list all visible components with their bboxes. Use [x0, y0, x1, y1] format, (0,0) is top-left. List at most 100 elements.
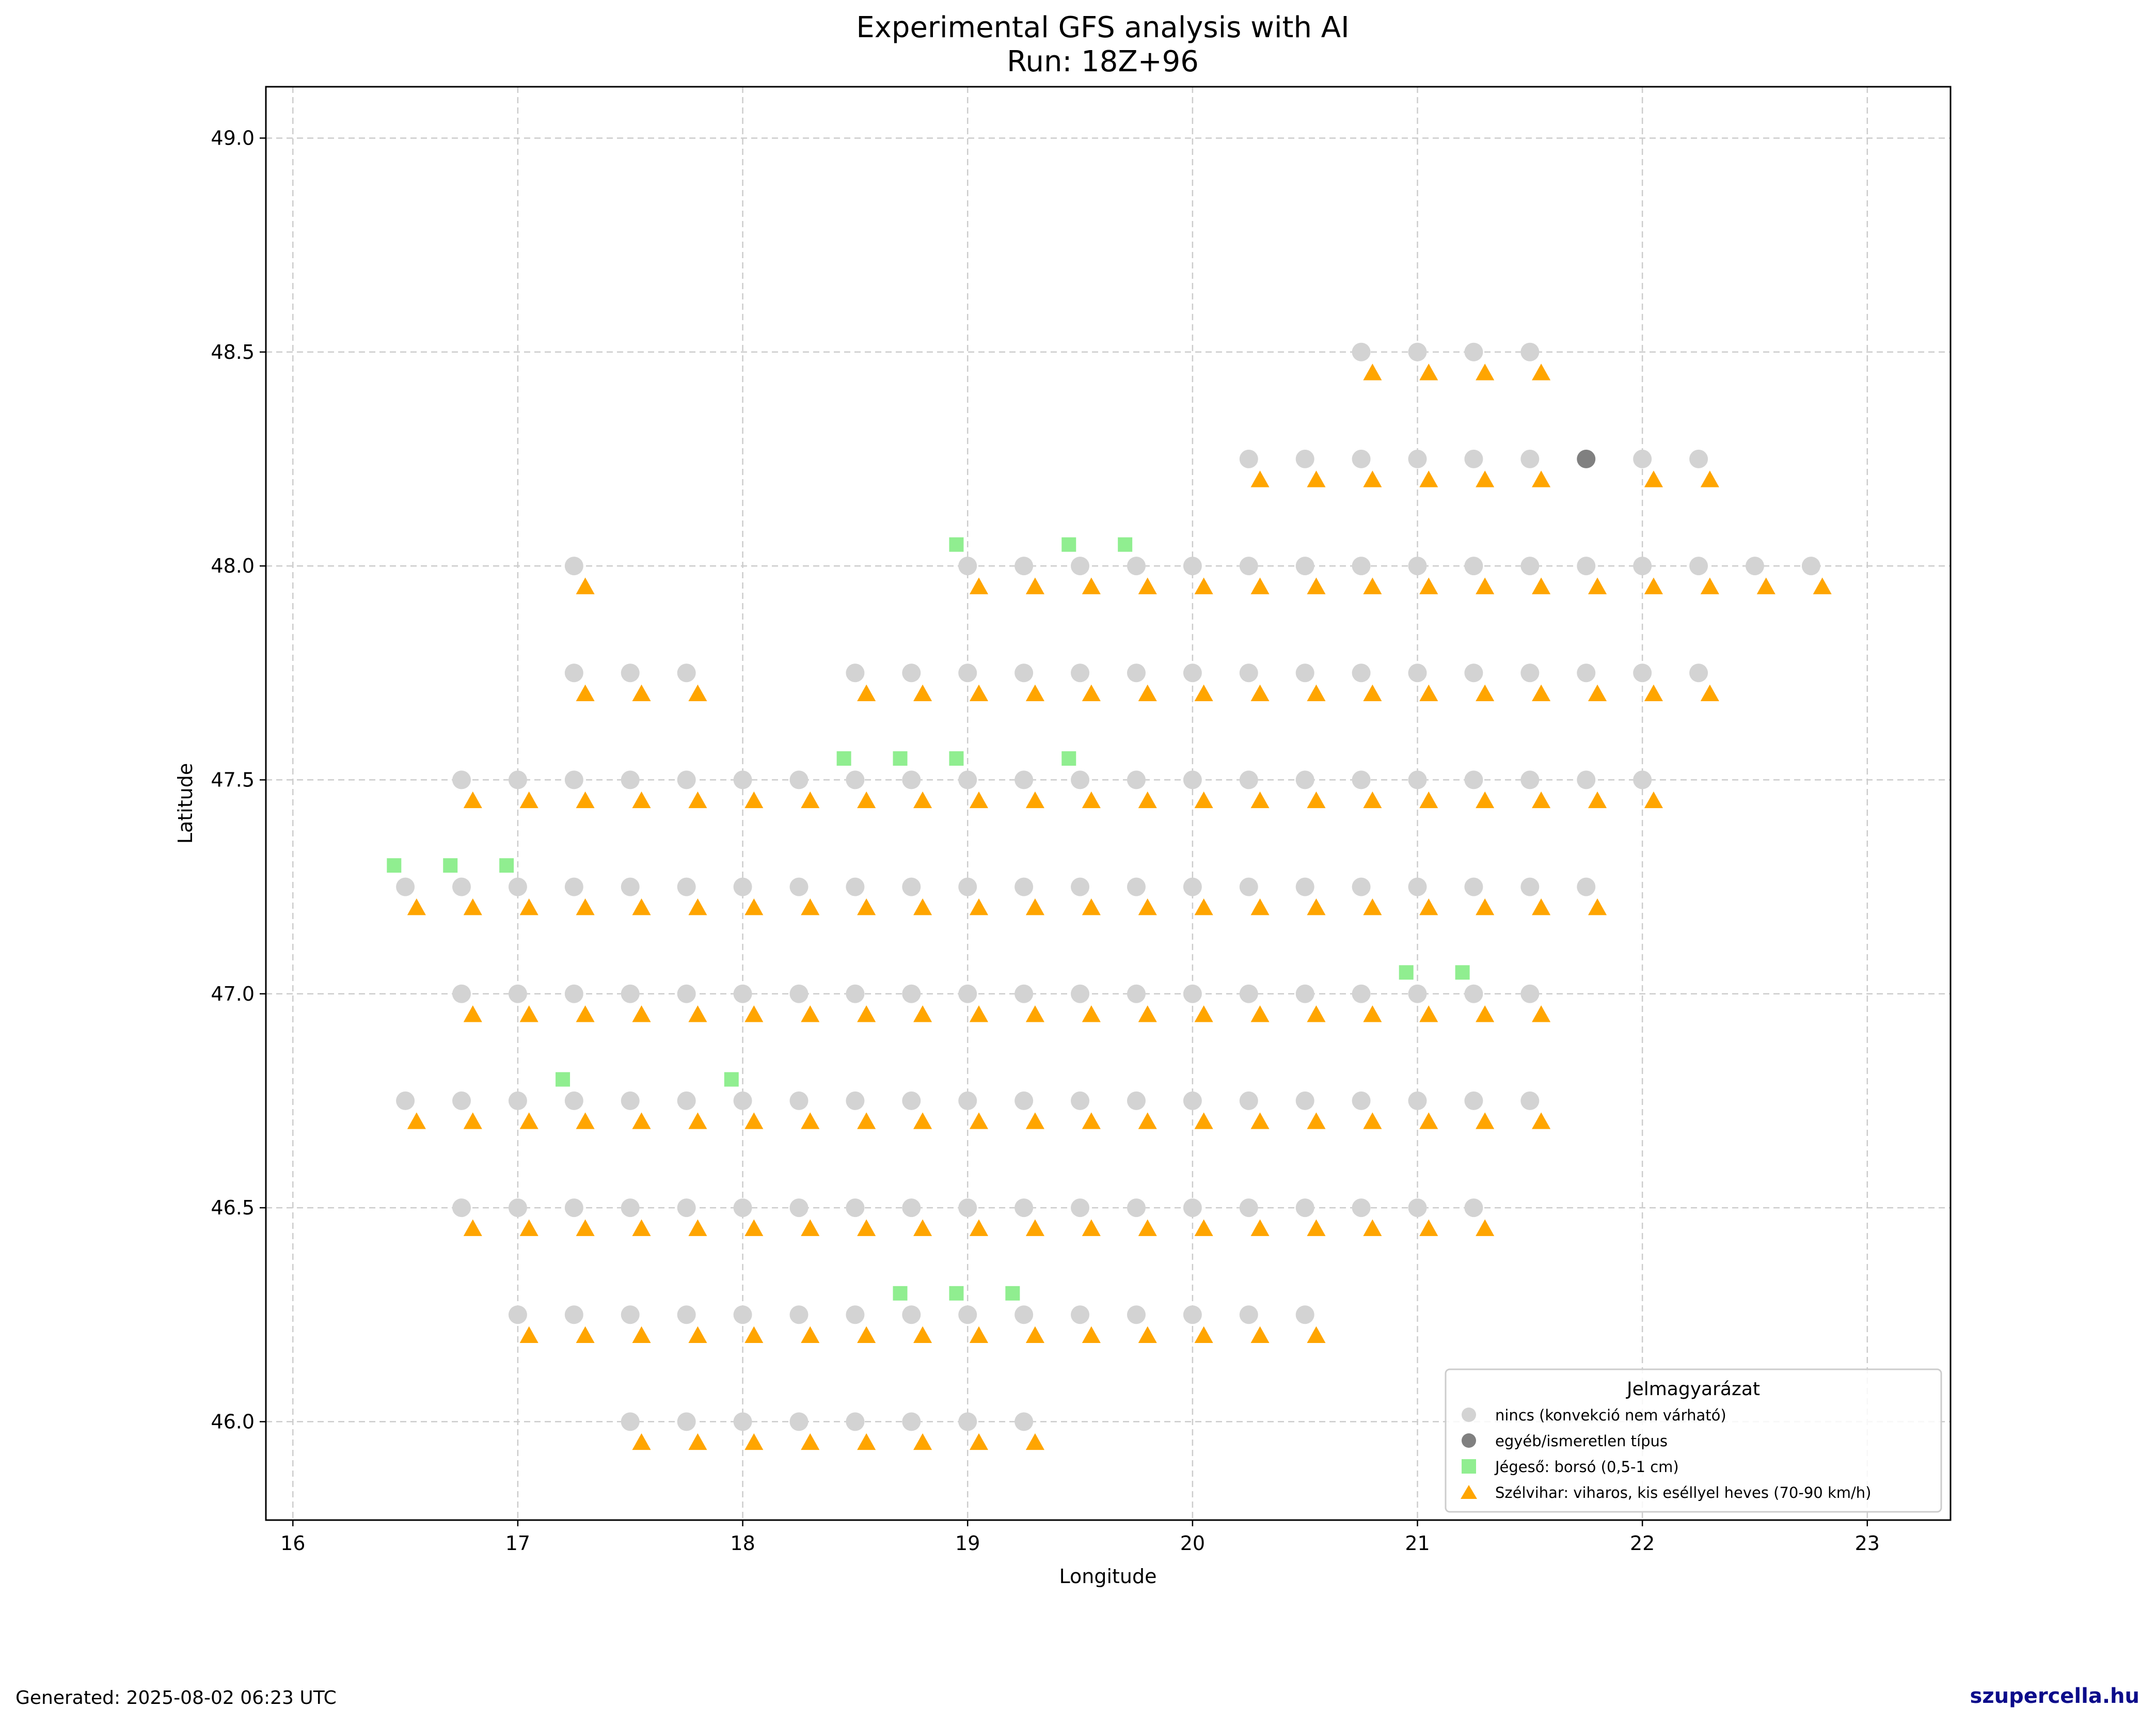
wind-storm-point — [1250, 791, 1270, 809]
no-convection-point — [1633, 557, 1652, 576]
wind-storm-point — [632, 898, 651, 915]
no-convection-point — [789, 1305, 808, 1324]
no-convection-point — [1014, 1412, 1034, 1431]
y-tick-label: 47.5 — [211, 768, 255, 791]
wind-storm-point — [632, 1326, 651, 1343]
wind-storm-point — [1307, 1005, 1326, 1022]
no-convection-point — [1633, 663, 1652, 683]
wind-storm-point — [576, 577, 595, 594]
wind-storm-point — [744, 791, 764, 809]
no-convection-point — [621, 984, 640, 1003]
unknown-type-point — [1577, 449, 1596, 468]
wind-storm-point — [1476, 1005, 1495, 1022]
no-convection-point — [564, 877, 583, 896]
wind-storm-point — [1138, 684, 1157, 701]
no-convection-point — [902, 877, 921, 896]
no-convection-point — [1239, 984, 1258, 1003]
no-convection-point — [846, 984, 865, 1003]
wind-storm-point — [1644, 791, 1663, 809]
wind-storm-point — [407, 898, 426, 915]
no-convection-point — [621, 1091, 640, 1110]
wind-storm-point — [1363, 684, 1382, 701]
no-convection-point — [508, 1305, 527, 1324]
no-convection-point — [958, 663, 977, 683]
no-convection-point — [677, 770, 696, 789]
legend-entry-unknown: egyéb/ismeretlen típus — [1495, 1432, 1668, 1450]
wind-storm-point — [576, 898, 595, 915]
wind-storm-point — [969, 1112, 989, 1129]
wind-storm-point — [1250, 1219, 1270, 1236]
wind-storm-point — [1138, 577, 1157, 594]
wind-storm-point — [1250, 1005, 1270, 1022]
wind-storm-point — [576, 684, 595, 701]
wind-storm-point — [1363, 577, 1382, 594]
no-convection-point — [902, 984, 921, 1003]
wind-storm-point — [801, 791, 820, 809]
wind-storm-point — [1419, 684, 1438, 701]
hail-point — [949, 751, 964, 766]
plot-frame — [265, 86, 1952, 1521]
no-convection-point — [1183, 984, 1202, 1003]
wind-storm-point — [1532, 1112, 1551, 1129]
no-convection-point — [677, 1412, 696, 1431]
wind-storm-point — [969, 1005, 989, 1022]
no-convection-point — [733, 1305, 752, 1324]
no-convection-point — [452, 770, 471, 789]
wind-storm-point — [801, 1326, 820, 1343]
no-convection-point — [789, 1198, 808, 1218]
no-convection-point — [1239, 663, 1258, 683]
brand-link[interactable]: szupercella.hu — [1970, 1684, 2139, 1708]
no-convection-point — [1464, 984, 1483, 1003]
wind-storm-point — [1363, 1005, 1382, 1022]
no-convection-point — [902, 1091, 921, 1110]
wind-storm-point — [1700, 577, 1719, 594]
wind-storm-point — [1250, 470, 1270, 487]
wind-storm-point — [913, 684, 932, 701]
no-convection-point — [1183, 1305, 1202, 1324]
no-convection-point — [902, 1412, 921, 1431]
hail-point — [836, 751, 851, 766]
wind-storm-point — [969, 791, 989, 809]
hail-point — [556, 1072, 570, 1087]
no-convection-point — [1352, 770, 1371, 789]
wind-storm-point — [1082, 1326, 1101, 1343]
chart-title: Experimental GFS analysis with AI — [856, 11, 1349, 44]
wind-storm-point — [969, 577, 989, 594]
no-convection-point — [1464, 877, 1483, 896]
wind-storm-point — [1194, 898, 1213, 915]
no-convection-point — [1464, 342, 1483, 361]
wind-storm-point — [632, 1433, 651, 1450]
wind-storm-point — [1363, 1219, 1382, 1236]
no-convection-point — [1295, 663, 1314, 683]
wind-storm-point — [1025, 1433, 1044, 1450]
no-convection-point — [1352, 449, 1371, 468]
no-convection-point — [1352, 557, 1371, 576]
data-points — [387, 342, 1832, 1450]
no-convection-point — [958, 1412, 977, 1431]
axis-ticks: 16 17 18 19 20 21 22 23 46.0 46.5 47.0 47.5 48.0 48.5… — [211, 127, 1880, 1555]
wind-storm-point — [1700, 470, 1719, 487]
wind-storm-point — [519, 1112, 538, 1129]
wind-storm-point — [913, 1112, 932, 1129]
no-convection-point — [1183, 877, 1202, 896]
no-convection-point — [958, 1091, 977, 1110]
y-tick-label: 47.0 — [211, 983, 255, 1005]
hail-point — [1399, 965, 1414, 980]
no-convection-point — [564, 663, 583, 683]
wind-storm-point — [1307, 898, 1326, 915]
no-convection-point — [1295, 984, 1314, 1003]
wind-storm-point — [1588, 577, 1607, 594]
wind-storm-point — [1644, 684, 1663, 701]
no-convection-point — [564, 557, 583, 576]
no-convection-point — [1633, 770, 1652, 789]
no-convection-point — [1127, 1305, 1146, 1324]
no-convection-point — [1577, 877, 1596, 896]
no-convection-point — [1014, 557, 1034, 576]
wind-storm-point — [1250, 898, 1270, 915]
no-convection-point — [1239, 1305, 1258, 1324]
wind-storm-point — [1588, 898, 1607, 915]
no-convection-point — [1014, 1198, 1034, 1218]
no-convection-point — [1689, 557, 1708, 576]
no-convection-point — [1745, 557, 1764, 576]
no-convection-point — [1239, 877, 1258, 896]
